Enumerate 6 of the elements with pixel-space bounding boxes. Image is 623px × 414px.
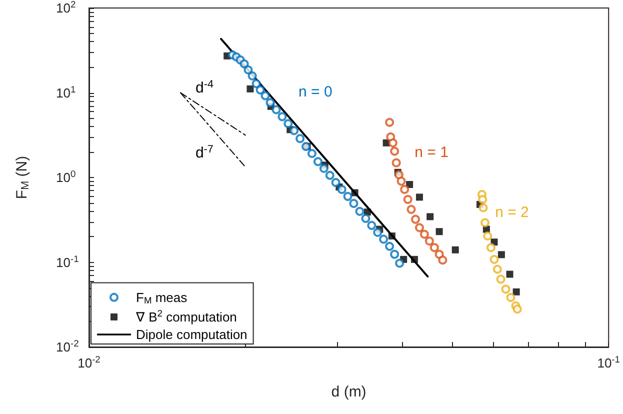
x-axis-title: d (m) — [331, 384, 366, 400]
annotation: n = 0 — [298, 83, 332, 100]
annotation: n = 1 — [414, 144, 448, 161]
y-axis-title: FM (N) — [14, 156, 32, 200]
annotation: n = 2 — [495, 204, 529, 221]
legend-label: Dipole computation — [136, 327, 248, 342]
